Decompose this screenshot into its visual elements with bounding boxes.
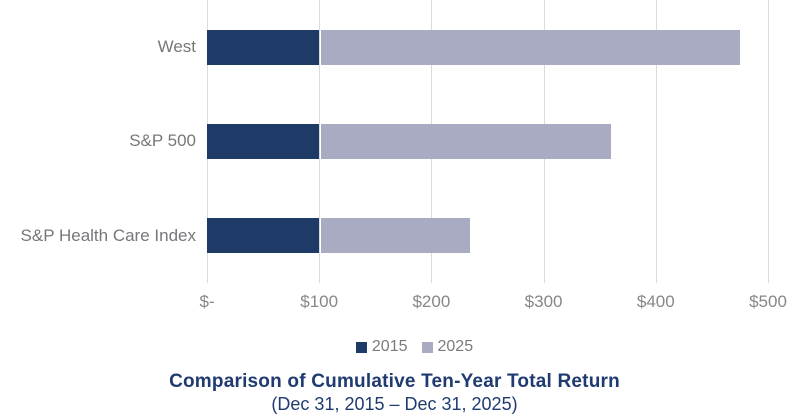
x-tick-label: $200 bbox=[412, 292, 451, 311]
legend-swatch-icon bbox=[355, 341, 367, 353]
gridline bbox=[768, 0, 769, 283]
bar-segment-2015 bbox=[207, 218, 319, 253]
x-tick-label: $500 bbox=[749, 292, 787, 311]
chart-subtitle: (Dec 31, 2015 – Dec 31, 2025) bbox=[271, 394, 518, 414]
bar-segment-2025 bbox=[321, 124, 611, 159]
plot-area bbox=[207, 0, 769, 283]
legend-label: 2015 bbox=[371, 338, 408, 355]
legend-item-2015: 2015 bbox=[355, 338, 408, 356]
legend-item-2025: 2025 bbox=[421, 338, 474, 356]
chart-title: Comparison of Cumulative Ten-Year Total … bbox=[169, 371, 620, 392]
category-label: S&P 500 bbox=[129, 131, 196, 151]
x-tick-label: $400 bbox=[636, 292, 675, 311]
x-tick-label: $- bbox=[199, 292, 215, 311]
category-label: West bbox=[157, 37, 196, 57]
bar-segment-2025 bbox=[321, 218, 470, 253]
legend-swatch-icon bbox=[421, 341, 433, 353]
gridline bbox=[319, 0, 320, 283]
x-axis: $- $100 $200 $300 $400 $500 bbox=[0, 292, 789, 312]
x-tick-label: $100 bbox=[300, 292, 339, 311]
category-label: S&P Health Care Index bbox=[20, 225, 196, 245]
legend-label: 2025 bbox=[437, 338, 474, 355]
bar-segment-2025 bbox=[321, 30, 740, 65]
gridline bbox=[656, 0, 657, 283]
bar-segment-2015 bbox=[207, 124, 319, 159]
x-tick-label: $300 bbox=[524, 292, 563, 311]
bar-segment-2015 bbox=[207, 30, 319, 65]
legend: 2015 2025 bbox=[0, 338, 789, 356]
